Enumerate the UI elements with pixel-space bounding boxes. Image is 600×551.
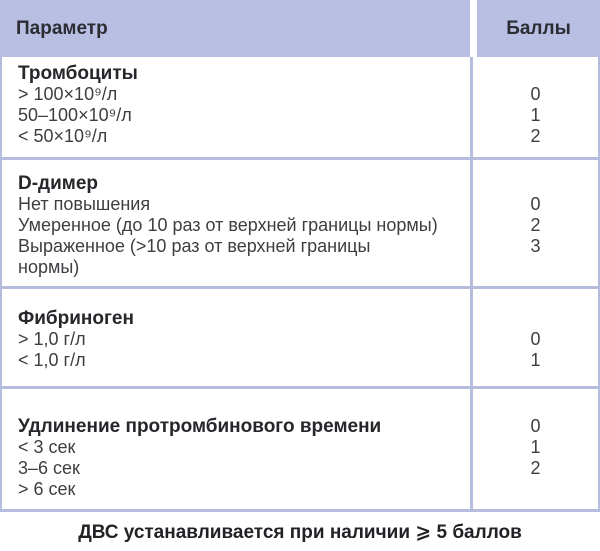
parameter-column: D-димер Нет повышения Умеренное (до 10 раз… <box>2 160 470 286</box>
score-cell: 0 <box>530 416 541 436</box>
table-body: Тромбоциты > 100×10⁹/л 50–100×10⁹/л < 50×10… <box>0 57 600 512</box>
parameter-cell: 3–6 сек <box>18 458 80 478</box>
parameter-cell: Умеренное (до 10 раз от верхней границы … <box>18 215 438 235</box>
parameter-column: Тромбоциты > 100×10⁹/л 50–100×10⁹/л < 50×10… <box>2 57 470 157</box>
parameter-title-cell: Фибриноген <box>18 308 134 329</box>
table-section: Фибриноген > 1,0 г/л < 1,0 г/л 0 1 <box>0 289 600 389</box>
score-cell: 2 <box>530 215 541 235</box>
score-cell: 0 <box>530 194 541 214</box>
parameter-cell: < 1,0 г/л <box>18 350 86 370</box>
parameter-cell: < 50×10⁹/л <box>18 126 108 146</box>
parameter-cell: < 3 сек <box>18 437 76 457</box>
parameter-cell: 50–100×10⁹/л <box>18 105 132 125</box>
score-cell: 2 <box>530 126 541 146</box>
score-cell <box>473 308 598 329</box>
parameter-title-cell: D-димер <box>18 173 99 194</box>
table-section: Удлинение протромбинового времени < 3 сек… <box>0 389 600 512</box>
table-footnote: ДВС устанавливается при наличии ⩾ 5 балл… <box>0 512 600 551</box>
score-cell: 2 <box>530 458 541 478</box>
score-column-header: Баллы <box>470 0 600 57</box>
parameter-cell: > 100×10⁹/л <box>18 84 118 104</box>
score-cell <box>473 173 598 194</box>
parameter-cell: Выраженное (>10 раз от верхней границы н… <box>18 236 371 277</box>
score-cell: 3 <box>530 236 541 256</box>
table-header: Параметр Баллы <box>0 0 600 57</box>
table-section: D-димер Нет повышения Умеренное (до 10 раз… <box>0 160 600 289</box>
parameter-cell: Нет повышения <box>18 194 151 214</box>
score-cell: 0 <box>530 84 541 104</box>
parameter-title-cell: Тромбоциты <box>18 63 138 84</box>
parameter-column: Фибриноген > 1,0 г/л < 1,0 г/л <box>2 289 470 386</box>
score-cell: 1 <box>530 105 541 125</box>
score-cell <box>473 479 598 500</box>
score-cell: 1 <box>530 350 541 370</box>
score-cell: 1 <box>530 437 541 457</box>
score-cell: 0 <box>530 329 541 349</box>
parameter-cell: > 1,0 г/л <box>18 329 86 349</box>
table-section: Тромбоциты > 100×10⁹/л 50–100×10⁹/л < 50×10… <box>0 57 600 160</box>
parameter-title-cell: Удлинение протромбинового времени <box>18 416 382 437</box>
parameter-cell: > 6 сек <box>18 479 76 499</box>
parameter-column: Удлинение протромбинового времени < 3 сек… <box>2 389 470 509</box>
param-column-header: Параметр <box>0 0 470 57</box>
score-cell <box>473 63 598 84</box>
